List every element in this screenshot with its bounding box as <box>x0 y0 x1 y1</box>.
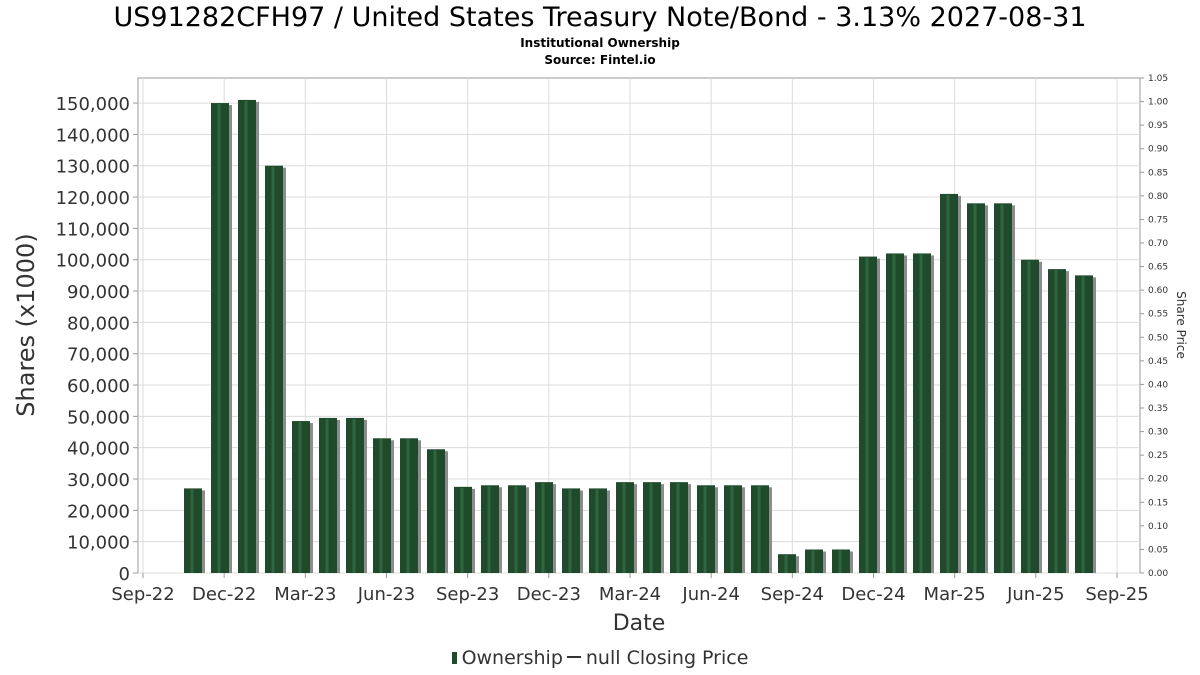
y2-tick-label: 0.25 <box>1148 451 1168 461</box>
y-tick-label: 70,000 <box>67 345 130 366</box>
y-tick-label: 80,000 <box>67 313 130 334</box>
y2-tick-label: 0.20 <box>1148 475 1168 485</box>
y2-tick-label: 0.05 <box>1148 545 1168 555</box>
legend-ownership-swatch <box>451 652 457 664</box>
x-tick-label: Jun-25 <box>1006 584 1065 605</box>
y-axis-label: Shares (x1000) <box>12 233 40 416</box>
y2-tick-label: 0.60 <box>1148 286 1168 296</box>
y2-tick-label: 0.75 <box>1148 215 1168 225</box>
x-axis-label: Date <box>613 611 666 636</box>
y2-tick-label: 0.40 <box>1148 380 1168 390</box>
y-axis-left: 0 10,000 20,000 30,000 40,000 50,000 60,000 70,… <box>56 94 138 585</box>
chart-source: Source: Fintel.io <box>544 53 656 67</box>
y-tick-label: 150,000 <box>56 94 130 115</box>
chart-title: US91282CFH97 / United States Treasury No… <box>113 2 1087 33</box>
y2-tick-label: 0.45 <box>1148 357 1168 367</box>
chart-subtitle: Institutional Ownership <box>520 36 680 50</box>
x-tick-label: Sep-25 <box>1085 584 1148 605</box>
x-tick-label: Sep-22 <box>111 584 174 605</box>
y-tick-label: 30,000 <box>67 470 130 491</box>
y-axis-right: 0.00 0.05 0.10 0.15 0.20 0.25 0.30 0.35 0.40 0.45… <box>1140 74 1168 579</box>
y-tick-label: 20,000 <box>67 501 130 522</box>
x-tick-label: Jun-24 <box>681 584 740 605</box>
y-tick-label: 60,000 <box>67 376 130 397</box>
x-tick-label: Dec-24 <box>841 584 905 605</box>
y2-tick-label: 0.95 <box>1148 121 1168 131</box>
x-tick-label: Mar-23 <box>274 584 336 605</box>
y-tick-label: 120,000 <box>56 188 130 209</box>
bar-chart: 0 10,000 20,000 30,000 40,000 50,000 60,000 70,… <box>12 74 1188 636</box>
legend-price-line-icon <box>566 656 581 658</box>
x-tick-label: Sep-24 <box>761 584 824 605</box>
plot-area <box>137 77 1141 574</box>
x-tick-label: Jun-23 <box>357 584 416 605</box>
y-tick-label: 140,000 <box>56 125 130 146</box>
y2-tick-label: 0.00 <box>1148 569 1168 579</box>
y-tick-label: 110,000 <box>56 219 130 240</box>
x-tick-label: Mar-25 <box>924 584 986 605</box>
x-axis: Sep-22 Dec-22 Mar-23 Jun-23 Sep-23 Dec-23 Mar-… <box>111 573 1149 605</box>
y2-tick-label: 0.90 <box>1148 145 1168 155</box>
y2-tick-label: 1.00 <box>1148 98 1168 108</box>
y-tick-label: 40,000 <box>67 439 130 460</box>
x-tick-label: Dec-22 <box>192 584 256 605</box>
y2-tick-label: 0.15 <box>1148 498 1168 508</box>
x-tick-label: Mar-24 <box>599 584 661 605</box>
y-tick-label: 0 <box>119 564 130 585</box>
x-tick-label: Sep-23 <box>436 584 499 605</box>
y-tick-label: 10,000 <box>67 533 130 554</box>
y2-tick-label: 0.85 <box>1148 168 1168 178</box>
y-tick-label: 130,000 <box>56 157 130 178</box>
y2-axis-label: Share Price <box>1174 291 1188 359</box>
y-tick-label: 100,000 <box>56 251 130 272</box>
y-tick-label: 50,000 <box>67 407 130 428</box>
legend: Ownership null Closing Price <box>0 647 1200 669</box>
y2-tick-label: 1.05 <box>1148 74 1168 84</box>
y2-tick-label: 0.55 <box>1148 310 1168 320</box>
y2-tick-label: 0.80 <box>1148 192 1168 202</box>
y2-tick-label: 0.10 <box>1148 522 1168 532</box>
y2-tick-label: 0.30 <box>1148 428 1168 438</box>
bar-series-ownership <box>184 99 1096 574</box>
legend-price-label: null Closing Price <box>585 647 749 669</box>
legend-ownership-label: Ownership <box>461 647 563 669</box>
y2-tick-label: 0.50 <box>1148 333 1168 343</box>
y2-tick-label: 0.35 <box>1148 404 1168 414</box>
y2-tick-label: 0.65 <box>1148 263 1168 273</box>
x-tick-label: Dec-23 <box>517 584 581 605</box>
y-tick-label: 90,000 <box>67 282 130 303</box>
y2-tick-label: 0.70 <box>1148 239 1168 249</box>
